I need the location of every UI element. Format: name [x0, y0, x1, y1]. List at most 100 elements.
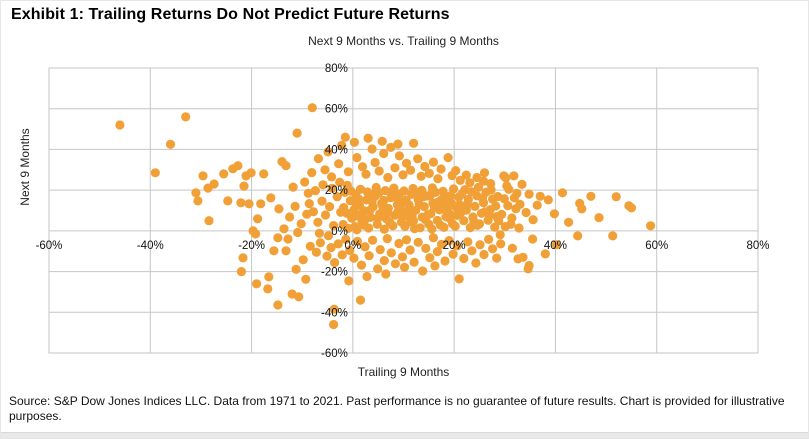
data-point — [305, 241, 315, 251]
data-point — [594, 213, 604, 223]
data-point — [352, 153, 362, 163]
data-point — [256, 199, 266, 209]
data-point — [379, 224, 389, 234]
data-point — [311, 247, 321, 257]
data-point — [448, 249, 458, 259]
data-point — [307, 168, 317, 178]
data-point — [503, 201, 513, 211]
data-point — [329, 221, 339, 231]
data-point — [246, 168, 256, 178]
data-point — [540, 249, 550, 259]
data-point — [340, 132, 350, 142]
data-point — [317, 196, 327, 206]
data-point — [557, 188, 568, 198]
data-point — [115, 120, 125, 130]
data-point — [463, 237, 473, 247]
data-point — [330, 258, 340, 268]
data-point — [496, 239, 506, 249]
data-point — [436, 239, 447, 249]
data-point — [440, 256, 450, 266]
data-point — [445, 214, 455, 224]
data-point — [279, 224, 289, 234]
data-point — [323, 147, 333, 157]
exhibit-title: Exhibit 1: Trailing Returns Do Not Predi… — [11, 6, 450, 23]
data-point — [320, 210, 331, 220]
data-point — [352, 236, 362, 246]
data-point — [318, 180, 328, 190]
data-point — [502, 181, 512, 191]
data-point — [479, 168, 490, 178]
data-point — [467, 246, 477, 256]
data-point — [409, 138, 419, 148]
data-point — [626, 203, 637, 213]
data-point — [181, 112, 191, 122]
data-point — [454, 192, 464, 202]
data-point — [315, 238, 325, 248]
data-point — [239, 181, 249, 191]
data-point — [349, 253, 359, 263]
data-point — [283, 234, 293, 244]
y-axis-tick-label: 40% — [325, 144, 348, 156]
data-point — [381, 269, 391, 279]
data-point — [397, 252, 408, 262]
data-point — [413, 237, 423, 247]
data-point — [259, 169, 269, 179]
data-point — [501, 173, 511, 183]
data-point — [193, 196, 203, 206]
x-axis-tick-label: -40% — [137, 240, 164, 252]
data-point — [334, 159, 344, 169]
data-point — [375, 245, 385, 255]
data-point — [379, 148, 389, 159]
data-point — [611, 192, 621, 202]
data-point — [251, 229, 261, 239]
data-point — [326, 243, 336, 253]
data-point — [438, 200, 449, 210]
data-point — [292, 128, 302, 138]
data-point — [320, 165, 330, 175]
data-point — [399, 262, 410, 272]
data-point — [451, 166, 461, 176]
data-point — [450, 221, 460, 231]
data-point — [478, 176, 489, 186]
data-point — [349, 137, 359, 147]
data-point — [405, 245, 415, 255]
data-point — [253, 214, 263, 224]
data-point — [347, 213, 357, 223]
data-point — [273, 300, 283, 310]
data-point — [266, 193, 276, 203]
data-point — [586, 191, 596, 201]
data-point — [370, 157, 380, 168]
data-point — [459, 253, 469, 264]
data-point — [435, 220, 446, 230]
data-point — [410, 224, 420, 234]
data-point — [499, 194, 509, 204]
data-point — [462, 199, 472, 209]
data-point — [455, 175, 465, 185]
data-point — [198, 171, 208, 181]
data-point — [263, 284, 273, 294]
data-point — [314, 228, 324, 238]
y-axis-title: Next 9 Months — [18, 128, 32, 206]
data-point — [294, 292, 304, 302]
data-point — [418, 192, 428, 202]
data-point — [385, 217, 395, 228]
data-point — [521, 207, 531, 218]
data-point — [365, 205, 375, 215]
data-point — [336, 207, 346, 217]
y-axis-tick-label: 20% — [325, 185, 348, 197]
data-point — [269, 246, 279, 256]
data-point — [387, 187, 397, 197]
data-point — [535, 191, 545, 201]
data-point — [349, 205, 359, 215]
data-point — [507, 243, 517, 253]
data-point — [343, 223, 353, 233]
data-point — [378, 202, 388, 212]
data-point — [332, 192, 342, 202]
data-point — [345, 245, 355, 255]
data-point — [511, 204, 521, 214]
data-point — [357, 208, 368, 218]
data-point — [514, 223, 524, 233]
data-point — [313, 154, 323, 164]
data-point — [327, 183, 337, 193]
